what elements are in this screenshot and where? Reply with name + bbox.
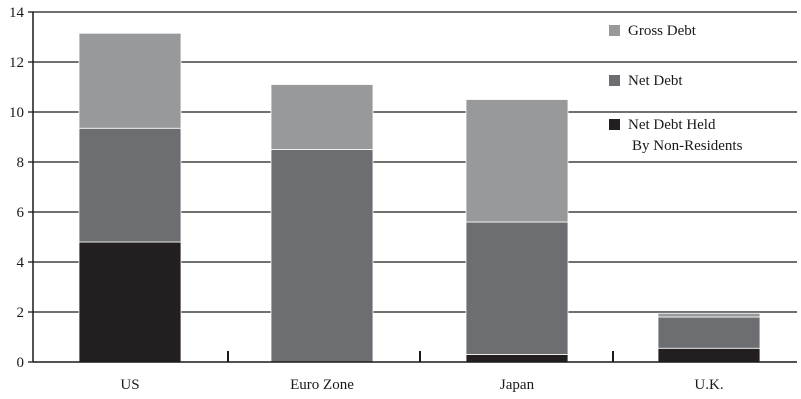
legend-label: Net Debt Held xyxy=(628,117,716,133)
x-category-label: Japan xyxy=(500,377,535,393)
bar-segment xyxy=(657,312,761,318)
bar-segment xyxy=(657,316,761,349)
x-category-label: U.K. xyxy=(694,377,723,393)
y-tick-label: 4 xyxy=(17,255,25,271)
x-category-label: US xyxy=(120,377,139,393)
y-tick-label: 2 xyxy=(17,305,25,321)
legend-label: Net Debt xyxy=(628,73,683,89)
y-tick-label: 10 xyxy=(9,105,24,121)
y-tick-label: 0 xyxy=(17,355,25,371)
legend-label: By Non-Residents xyxy=(632,138,743,154)
bar-segment xyxy=(78,127,182,243)
bar-segment xyxy=(78,241,182,363)
y-tick-label: 6 xyxy=(17,205,25,221)
bar-segment xyxy=(78,32,182,129)
legend-swatch xyxy=(609,75,620,86)
bar-segment xyxy=(465,99,569,223)
bar-segment xyxy=(270,149,374,363)
y-tick-label: 14 xyxy=(9,5,25,21)
bar-segment xyxy=(270,84,374,150)
legend-label: Gross Debt xyxy=(628,23,697,39)
bar-segment xyxy=(465,221,569,355)
y-tick-label: 8 xyxy=(17,155,25,171)
legend-swatch xyxy=(609,25,620,36)
x-category-label: Euro Zone xyxy=(290,377,354,393)
legend-swatch xyxy=(609,119,620,130)
bar-segment xyxy=(465,354,569,363)
y-tick-label: 12 xyxy=(9,55,24,71)
bar-segment xyxy=(657,347,761,363)
